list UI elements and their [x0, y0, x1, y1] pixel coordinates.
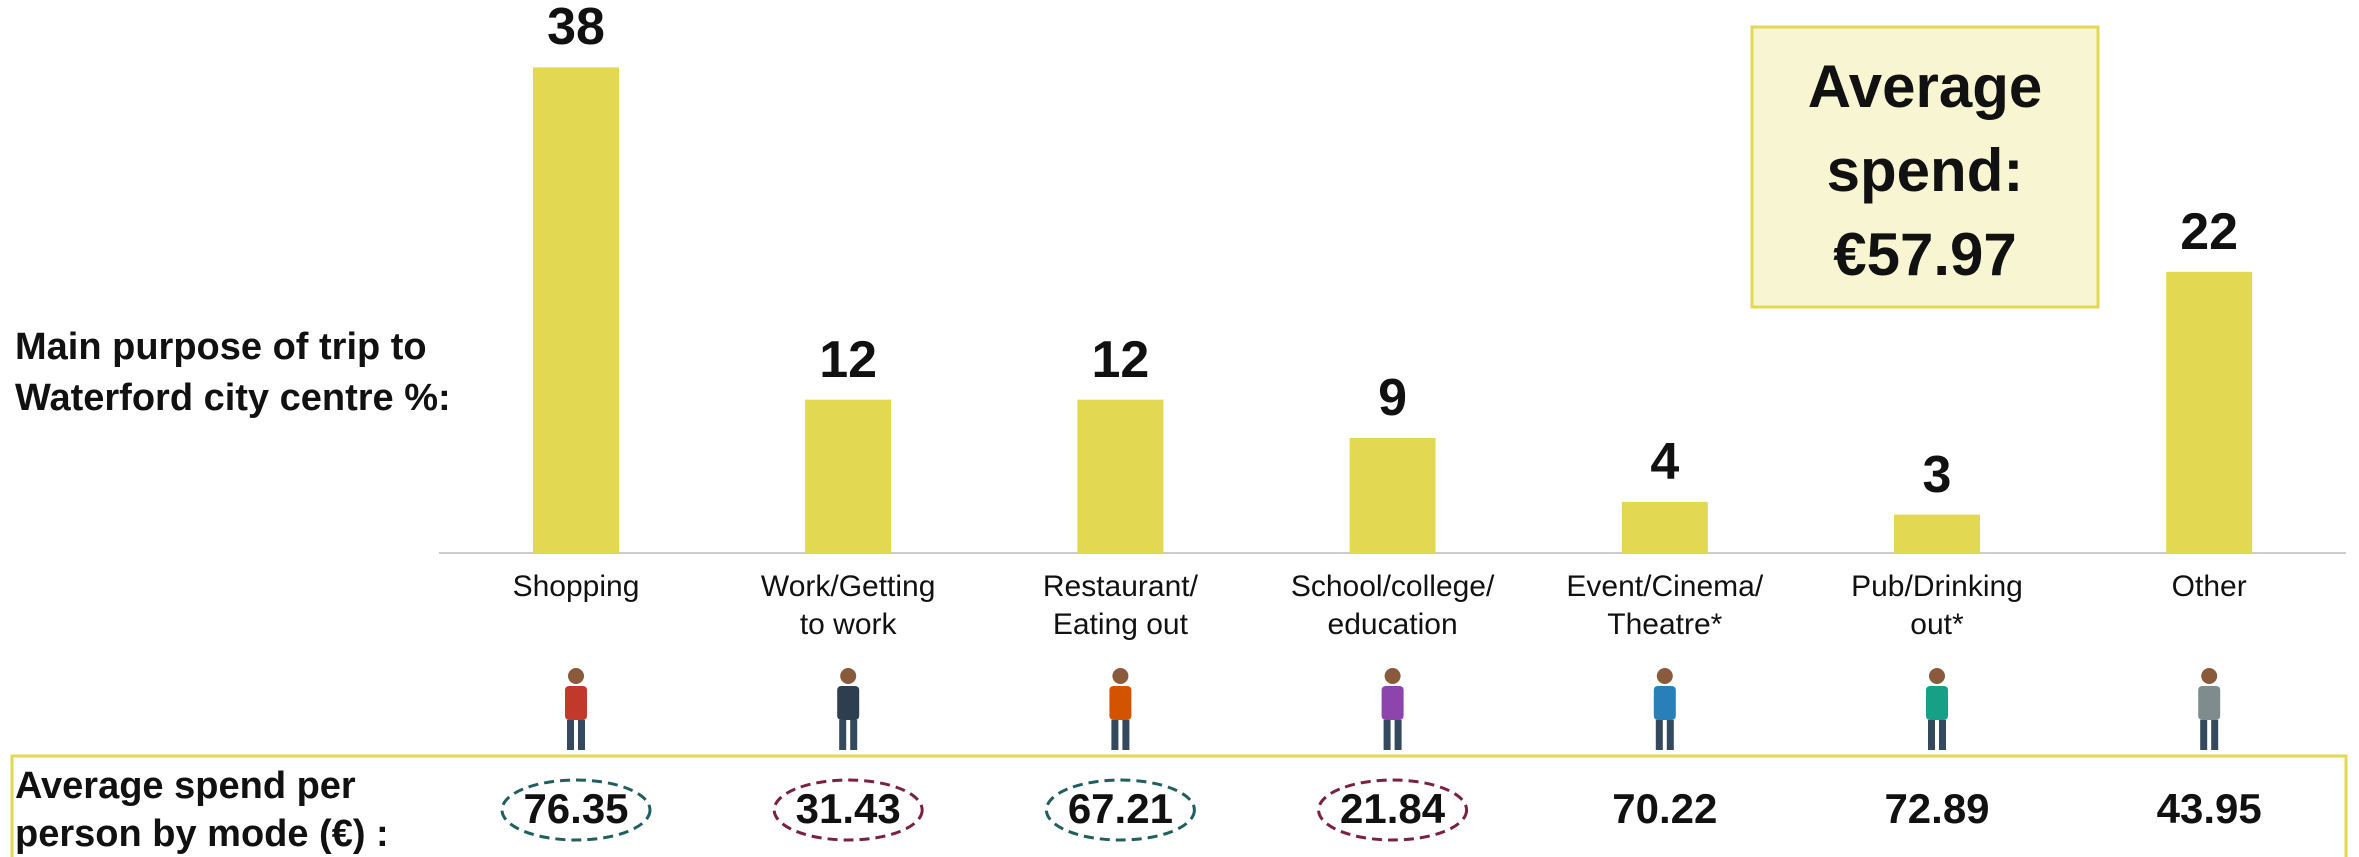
- value-label: 4: [1565, 432, 1765, 492]
- icon: [850, 720, 857, 750]
- icon: [2211, 720, 2218, 750]
- annotation: Average spend: €57.97: [1752, 45, 2098, 297]
- icon: [1395, 720, 1402, 750]
- y-label: Main purpose of trip to Waterford city c…: [15, 322, 455, 424]
- page: Main purpose of trip to Waterford city c…: [0, 0, 2359, 857]
- icon: [1112, 668, 1128, 684]
- icon: [1384, 720, 1391, 750]
- spend-value: 31.43: [748, 785, 948, 833]
- icon: [568, 668, 584, 684]
- spend-value: 43.95: [2109, 785, 2309, 833]
- icon: [565, 686, 587, 720]
- spend-value: 72.89: [1837, 785, 2037, 833]
- bar: [1622, 502, 1708, 553]
- icon: [1382, 686, 1404, 720]
- icon: [837, 686, 859, 720]
- icon: [839, 720, 846, 750]
- icon: [578, 720, 585, 750]
- x-tick-label: Pub/Drinking out*: [1807, 568, 2067, 644]
- icon: [1385, 668, 1401, 684]
- icon: [1926, 686, 1948, 720]
- x-tick-label: Restaurant/ Eating out: [990, 568, 1250, 644]
- spend-value: 76.35: [476, 785, 676, 833]
- spend-value: 67.21: [1020, 785, 1220, 833]
- x-tick-label: Other: [2079, 568, 2339, 606]
- spend-value: 21.84: [1293, 785, 1493, 833]
- value-label: 38: [476, 0, 676, 57]
- value-label: 12: [748, 330, 948, 390]
- bar: [805, 400, 891, 553]
- value-label: 22: [2109, 202, 2309, 262]
- icon: [1122, 720, 1129, 750]
- spend-value: 70.22: [1565, 785, 1765, 833]
- x-tick-label: Work/Getting to work: [718, 568, 978, 644]
- bar: [2166, 272, 2252, 553]
- icon: [1928, 720, 1935, 750]
- value-label: 9: [1293, 368, 1493, 428]
- x-tick-label: Shopping: [446, 568, 706, 606]
- icon: [2200, 720, 2207, 750]
- icon: [1657, 668, 1673, 684]
- bar: [533, 67, 619, 553]
- annotation-text: Average spend:: [1808, 53, 2043, 204]
- bar: [1894, 515, 1980, 553]
- bar: [1350, 438, 1436, 553]
- icon: [1111, 720, 1118, 750]
- value-label: 3: [1837, 445, 2037, 505]
- annotation-value: €57.97: [1833, 221, 2017, 288]
- icon: [1656, 720, 1663, 750]
- icon: [1654, 686, 1676, 720]
- icon: [1929, 668, 1945, 684]
- spend-label: Average spend per person by mode (€) :: [15, 762, 435, 857]
- icon: [2198, 686, 2220, 720]
- icon: [840, 668, 856, 684]
- value-label: 12: [1020, 330, 1220, 390]
- icon: [1109, 686, 1131, 720]
- bar: [1077, 400, 1163, 553]
- x-tick-label: School/college/ education: [1263, 568, 1523, 644]
- icon: [1939, 720, 1946, 750]
- icon: [567, 720, 574, 750]
- icon: [1667, 720, 1674, 750]
- x-tick-label: Event/Cinema/ Theatre*: [1535, 568, 1795, 644]
- icon: [2201, 668, 2217, 684]
